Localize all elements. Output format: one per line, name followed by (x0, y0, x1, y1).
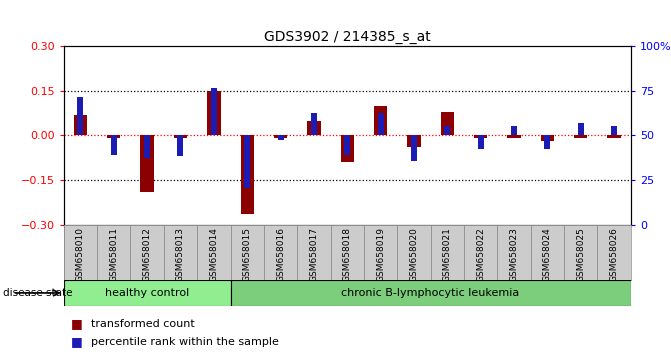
Text: GSM658018: GSM658018 (343, 227, 352, 282)
Bar (341, 135, 354, 162)
Bar (174, 135, 187, 138)
Bar (177, 135, 183, 156)
Bar (574, 135, 587, 138)
Bar (211, 88, 217, 135)
Text: GSM658024: GSM658024 (543, 227, 552, 282)
Text: healthy control: healthy control (105, 288, 189, 298)
Bar (274, 135, 287, 138)
Bar (531, 225, 564, 280)
Text: GSM658014: GSM658014 (209, 227, 218, 282)
Text: GSM658017: GSM658017 (309, 227, 319, 282)
Bar (344, 135, 350, 155)
Bar (244, 135, 250, 188)
Bar (64, 280, 231, 306)
Bar (597, 225, 631, 280)
Bar (444, 126, 450, 135)
Text: GSM658013: GSM658013 (176, 227, 185, 282)
Bar (278, 135, 284, 140)
Text: percentile rank within the sample: percentile rank within the sample (91, 337, 278, 347)
Bar (144, 135, 150, 158)
Text: GSM658022: GSM658022 (476, 227, 485, 282)
Bar (331, 225, 364, 280)
Bar (397, 225, 431, 280)
Bar (378, 113, 384, 135)
Bar (130, 225, 164, 280)
Bar (207, 91, 221, 135)
Bar (164, 225, 197, 280)
Text: GSM658023: GSM658023 (509, 227, 519, 282)
Text: GSM658026: GSM658026 (609, 227, 619, 282)
Bar (64, 225, 97, 280)
Title: GDS3902 / 214385_s_at: GDS3902 / 214385_s_at (264, 30, 431, 44)
Text: transformed count: transformed count (91, 319, 195, 329)
Bar (264, 225, 297, 280)
Text: ■: ■ (70, 335, 83, 348)
Bar (231, 280, 631, 306)
Text: GSM658020: GSM658020 (409, 227, 419, 282)
Text: chronic B-lymphocytic leukemia: chronic B-lymphocytic leukemia (342, 288, 520, 298)
Bar (140, 135, 154, 192)
Text: GSM658010: GSM658010 (76, 227, 85, 282)
Bar (564, 225, 597, 280)
Text: GSM658012: GSM658012 (143, 227, 152, 282)
Bar (478, 135, 484, 149)
Bar (544, 135, 550, 149)
Bar (507, 135, 521, 138)
Bar (364, 225, 397, 280)
Bar (464, 225, 497, 280)
Text: GSM658021: GSM658021 (443, 227, 452, 282)
Bar (107, 135, 121, 138)
Bar (411, 135, 417, 161)
Bar (240, 135, 254, 215)
Text: GSM658019: GSM658019 (376, 227, 385, 282)
Text: ■: ■ (70, 318, 83, 330)
Bar (497, 225, 531, 280)
Text: GSM658011: GSM658011 (109, 227, 118, 282)
Bar (311, 113, 317, 135)
Bar (374, 105, 387, 135)
Bar (611, 126, 617, 135)
Text: GSM658016: GSM658016 (276, 227, 285, 282)
Bar (474, 135, 487, 138)
Bar (74, 115, 87, 135)
Text: GSM658015: GSM658015 (243, 227, 252, 282)
Text: disease state: disease state (3, 288, 73, 298)
Bar (607, 135, 621, 138)
Bar (441, 112, 454, 135)
Bar (431, 225, 464, 280)
Bar (231, 225, 264, 280)
Bar (297, 225, 331, 280)
Bar (97, 225, 130, 280)
Bar (541, 135, 554, 141)
Text: GSM658025: GSM658025 (576, 227, 585, 282)
Bar (578, 124, 584, 135)
Bar (77, 97, 83, 135)
Bar (111, 135, 117, 155)
Bar (407, 135, 421, 147)
Bar (307, 120, 321, 135)
Bar (511, 126, 517, 135)
Bar (197, 225, 231, 280)
